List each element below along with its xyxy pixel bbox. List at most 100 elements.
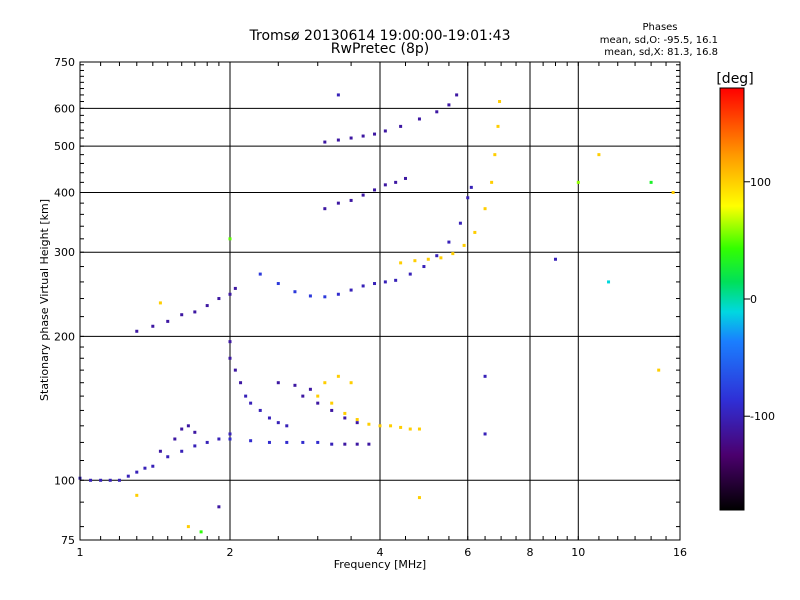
data-point	[205, 440, 209, 444]
chart-title: Tromsø 20130614 19:00:00-19:01:43	[249, 28, 511, 44]
data-point	[330, 401, 334, 405]
data-point	[151, 464, 155, 468]
data-point	[399, 261, 403, 265]
x-tick-label: 16	[673, 546, 687, 559]
data-point	[249, 401, 253, 405]
data-point	[99, 478, 103, 482]
data-point	[361, 134, 365, 138]
data-point	[466, 196, 470, 200]
phases-line-x: mean, sd,X: 81.3, 16.8	[604, 47, 718, 58]
data-point	[135, 493, 139, 497]
data-point	[473, 230, 477, 234]
data-point	[151, 324, 155, 328]
data-point	[301, 394, 305, 398]
data-point	[408, 427, 412, 431]
data-point	[413, 259, 417, 263]
data-point	[228, 340, 232, 344]
data-point	[417, 496, 421, 500]
data-point	[422, 265, 426, 269]
data-point	[316, 440, 320, 444]
data-point	[166, 319, 170, 323]
data-point	[308, 294, 312, 298]
data-point	[258, 272, 262, 276]
data-point	[373, 132, 377, 136]
data-point	[349, 288, 353, 292]
y-tick-label: 400	[54, 186, 75, 199]
y-tick-label: 100	[54, 474, 75, 487]
data-point	[180, 449, 184, 453]
data-point	[469, 185, 473, 189]
data-point	[143, 466, 147, 470]
grid-lines	[80, 62, 680, 540]
data-point	[276, 421, 280, 425]
x-tick-label: 2	[227, 546, 234, 559]
data-point	[483, 432, 487, 436]
colorbar-label: [deg]	[716, 71, 753, 87]
data-point	[228, 292, 232, 296]
data-point	[336, 292, 340, 296]
data-point	[343, 416, 347, 420]
data-point	[293, 290, 297, 294]
data-point	[316, 394, 320, 398]
data-point	[483, 374, 487, 378]
data-point	[323, 207, 327, 211]
data-point	[108, 478, 112, 482]
data-point	[394, 278, 398, 282]
data-point	[228, 432, 232, 436]
y-tick-label: 300	[54, 246, 75, 259]
data-point	[399, 124, 403, 128]
data-point	[383, 183, 387, 187]
x-tick-label: 8	[527, 546, 534, 559]
data-point	[417, 117, 421, 121]
y-tick-label: 500	[54, 140, 75, 153]
data-point	[244, 394, 248, 398]
data-point	[451, 252, 455, 256]
data-point	[217, 297, 221, 301]
data-point	[483, 207, 487, 211]
data-point	[439, 256, 443, 260]
data-point	[193, 430, 197, 434]
data-point	[285, 424, 289, 428]
data-point	[186, 525, 190, 529]
data-point	[403, 176, 407, 180]
y-tick-label: 750	[54, 56, 75, 69]
data-point	[158, 301, 162, 305]
data-point	[355, 418, 359, 422]
data-point	[576, 180, 580, 184]
x-tick-label: 1	[77, 546, 84, 559]
data-point	[490, 180, 494, 184]
colorbar-ticks: 100 0 -100	[744, 176, 775, 423]
data-point	[135, 329, 139, 333]
x-axis-label: Frequency [MHz]	[334, 558, 426, 571]
data-point	[367, 422, 371, 426]
data-point	[426, 257, 430, 261]
data-point	[267, 440, 271, 444]
data-point	[493, 153, 497, 157]
data-point	[205, 304, 209, 308]
data-point	[316, 401, 320, 405]
data-point	[285, 440, 289, 444]
y-tick-label: 200	[54, 330, 75, 343]
data-point	[408, 272, 412, 276]
data-point	[355, 421, 359, 425]
data-point	[173, 437, 177, 441]
data-point	[597, 153, 601, 157]
data-point	[89, 478, 93, 482]
x-tick-label: 6	[464, 546, 471, 559]
chart-subtitle: RwPretec (8p)	[331, 41, 429, 57]
data-point	[239, 381, 243, 385]
data-point	[383, 129, 387, 133]
data-point	[343, 411, 347, 415]
data-point	[233, 368, 237, 372]
data-point	[180, 427, 184, 431]
data-point	[199, 530, 203, 534]
data-point	[258, 408, 262, 412]
data-point	[394, 180, 398, 184]
data-point	[228, 437, 232, 441]
data-point	[117, 478, 121, 482]
data-point	[455, 93, 459, 97]
data-point	[383, 280, 387, 284]
data-points	[78, 93, 675, 534]
data-point	[399, 425, 403, 429]
data-point	[355, 442, 359, 446]
